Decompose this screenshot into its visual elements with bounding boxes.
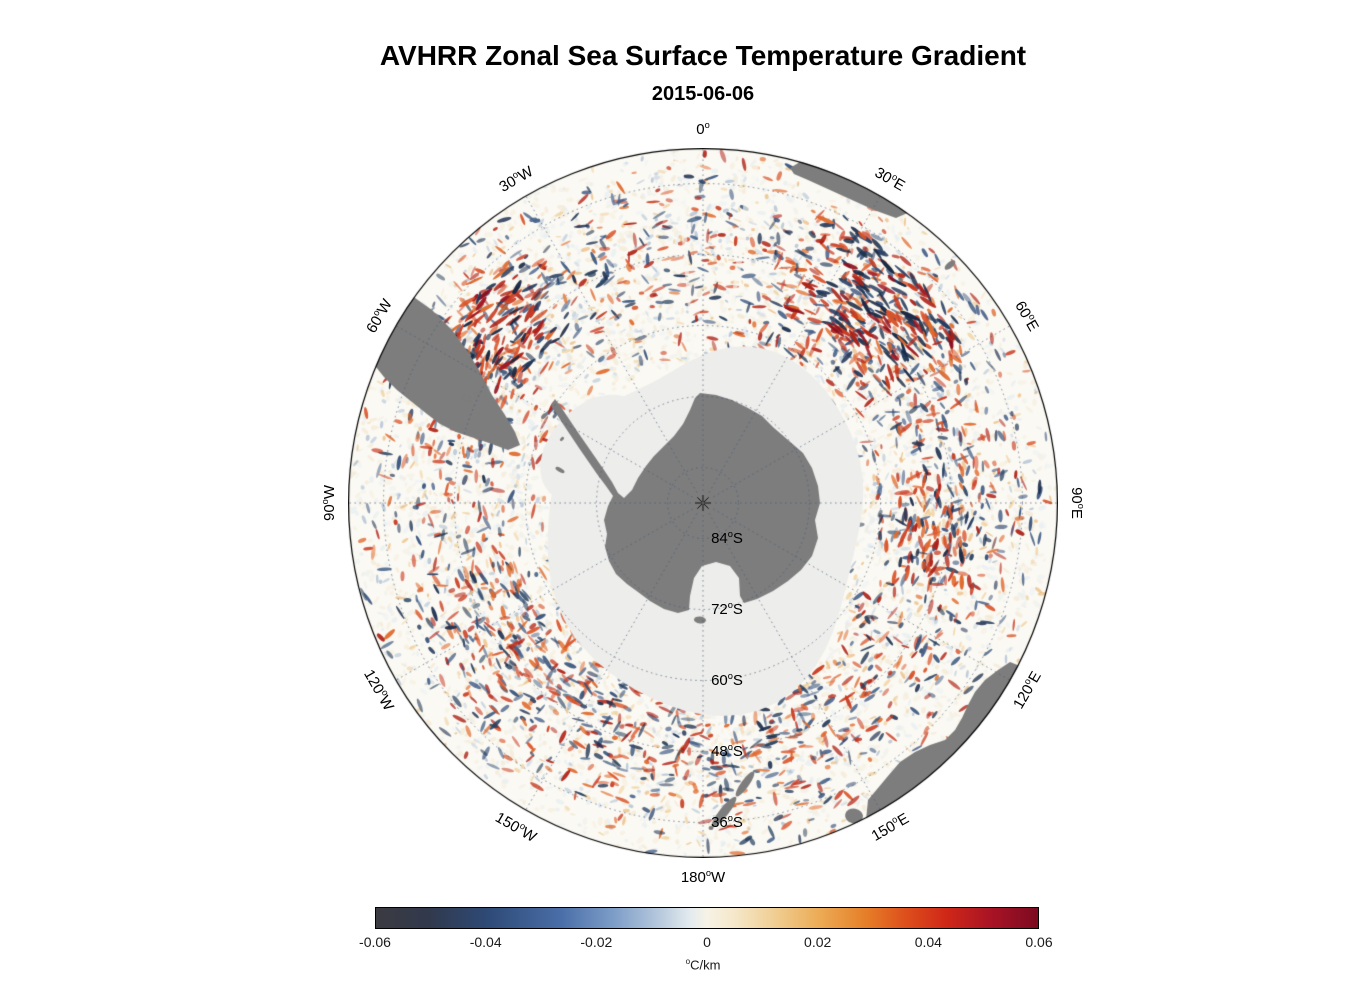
colorbar-tick-label: 0 — [703, 934, 711, 950]
colorbar-tick-label: -0.04 — [469, 934, 502, 950]
colorbar-tick-label: 0.02 — [804, 934, 832, 950]
figure-subtitle: 2015-06-06 — [651, 83, 755, 105]
colorbar-tick-label: 0.06 — [1025, 934, 1053, 950]
meridian-label: 0o — [696, 120, 710, 138]
colorbar-tick-label: -0.06 — [359, 934, 391, 950]
polar-map-canvas — [348, 148, 1058, 858]
meridian-label: 180oW — [680, 868, 726, 886]
meridian-label: 90oW — [320, 484, 338, 522]
colorbar-tick-label: 0.04 — [914, 934, 942, 950]
meridian-label: 90oE — [1068, 487, 1086, 519]
colorbar-ticks: -0.06 -0.04 -0.02 0 0.02 0.04 0.06 — [359, 934, 1053, 952]
colorbar-unit-label: oC/km — [685, 957, 721, 973]
colorbar-tick-label: -0.02 — [580, 934, 613, 950]
figure-title: AVHRR Zonal Sea Surface Temperature Grad… — [379, 40, 1027, 71]
colorbar-gradient — [375, 907, 1039, 929]
